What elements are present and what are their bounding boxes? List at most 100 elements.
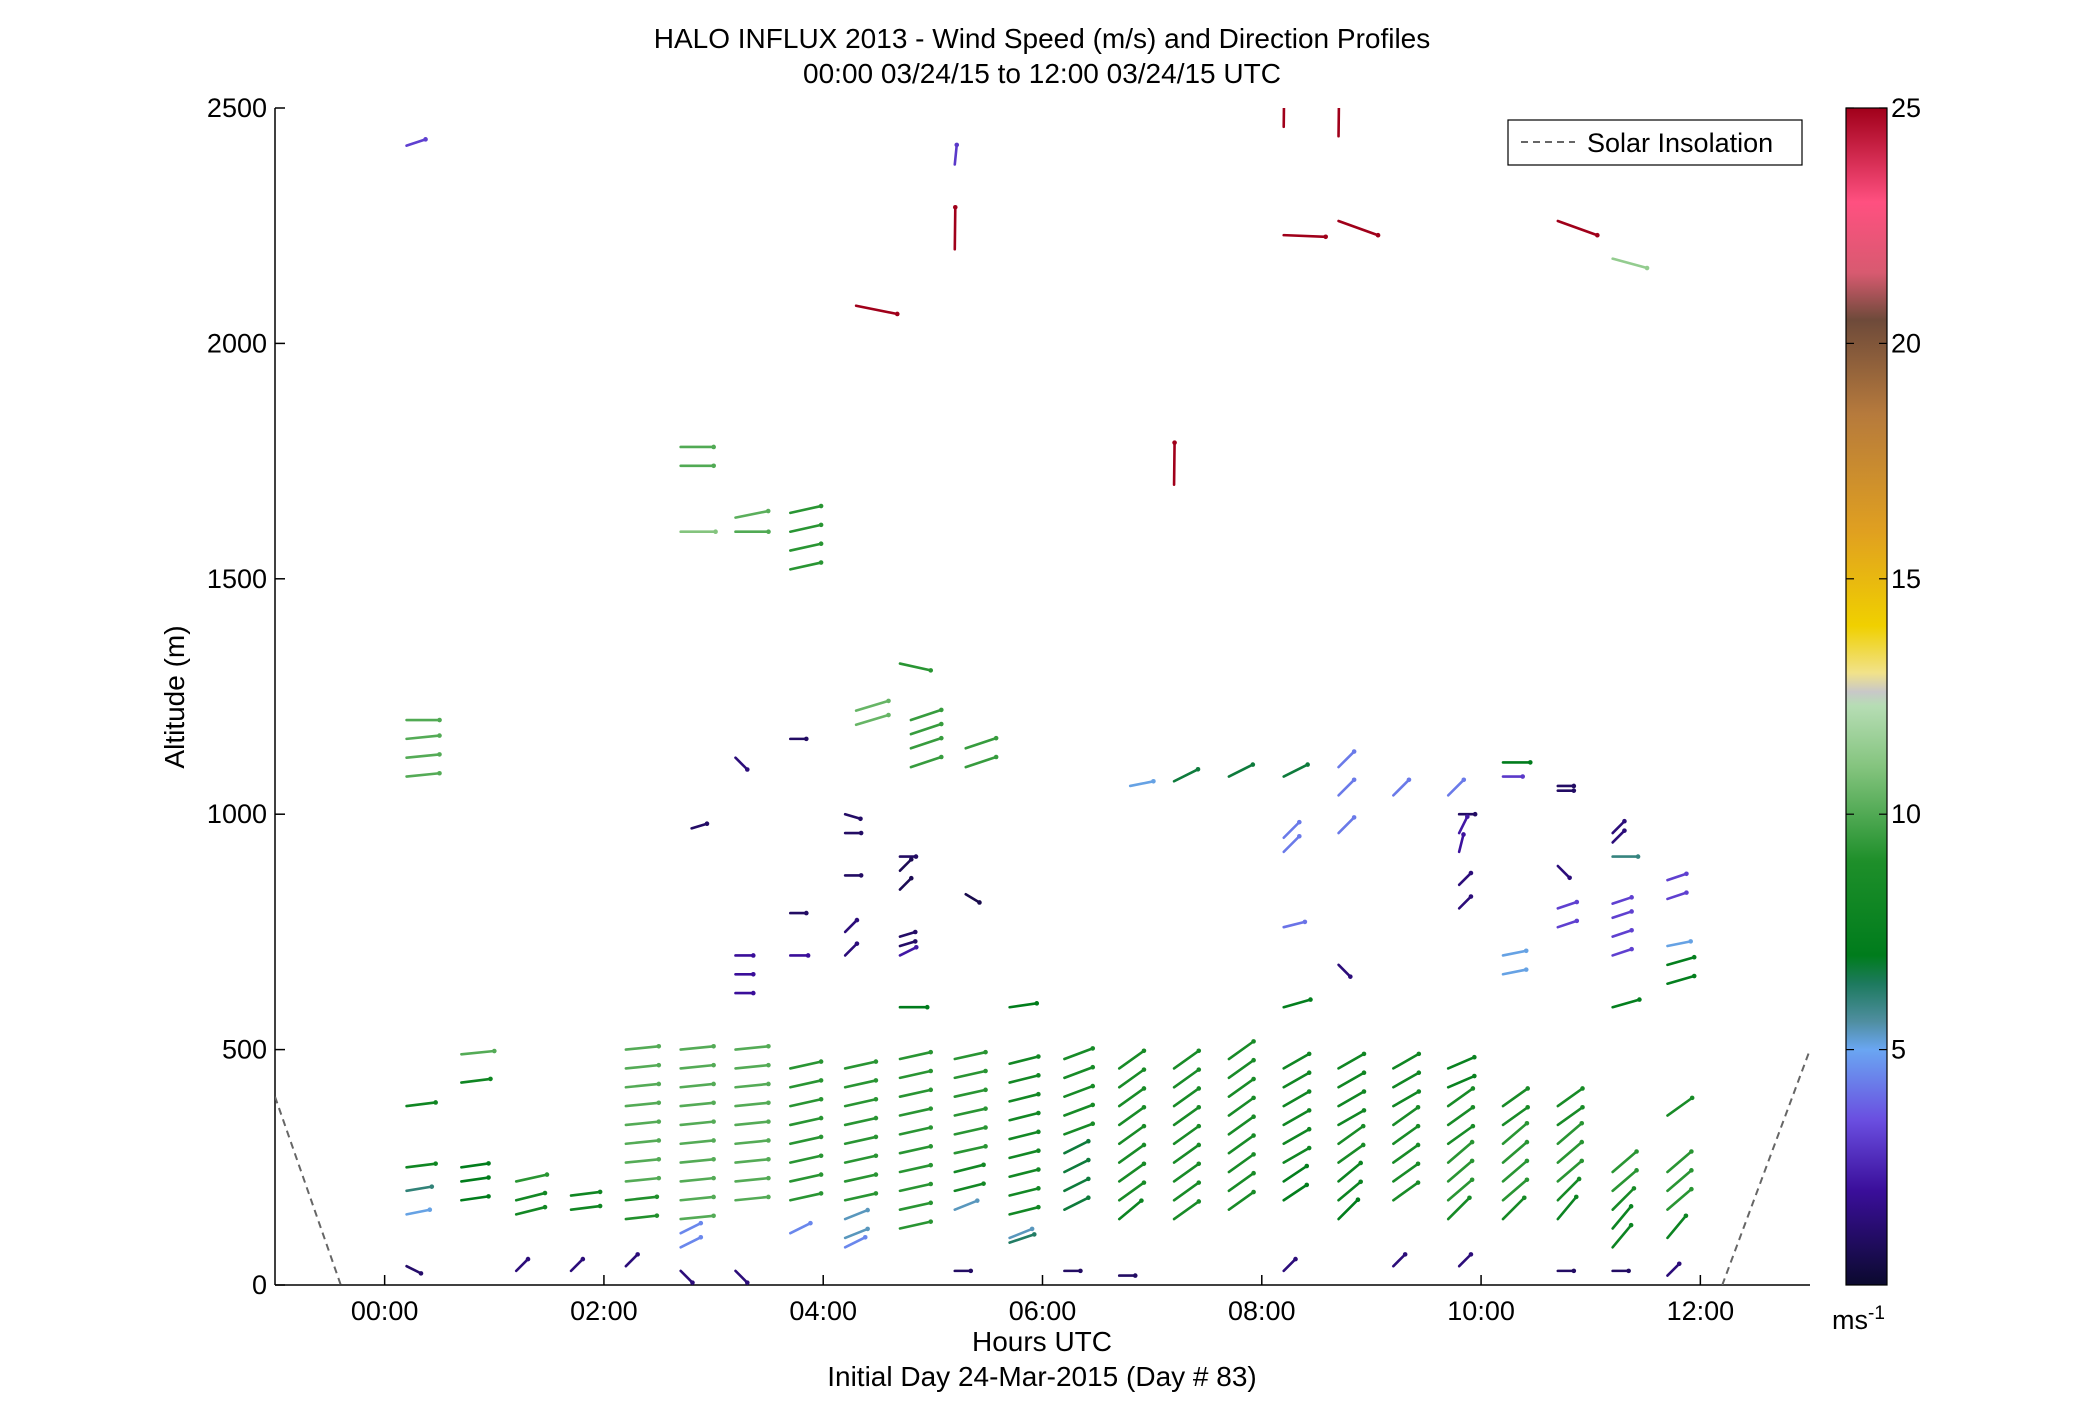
wind-vector <box>1227 1040 1255 1061</box>
wind-vector-head <box>1251 1076 1256 1082</box>
wind-vector <box>1063 1065 1095 1080</box>
wind-vector <box>1282 834 1301 854</box>
wind-vector <box>1556 1140 1584 1164</box>
wind-vector <box>898 1050 933 1061</box>
wind-vector <box>1666 1214 1688 1240</box>
wind-vector-head <box>1090 1064 1096 1070</box>
wind-vector <box>734 1157 770 1164</box>
wind-vector-head <box>954 142 960 148</box>
wind-vector-head <box>597 1189 603 1195</box>
wind-vector-head <box>1472 811 1478 817</box>
wind-vector-head <box>1195 766 1201 772</box>
wind-vector-head <box>766 1156 771 1162</box>
wind-vector <box>964 892 981 904</box>
wind-vector <box>1337 108 1341 138</box>
x-axis-label: Hours UTC <box>972 1326 1112 1357</box>
wind-vector-head <box>656 1044 662 1049</box>
wind-vector-head <box>711 1194 716 1200</box>
wind-vector <box>953 1182 985 1193</box>
wind-vector-head <box>1308 997 1313 1002</box>
wind-vector <box>569 1257 585 1273</box>
wind-vector-head <box>1579 1158 1585 1164</box>
wind-vector-head <box>1631 1186 1637 1191</box>
wind-vector-head <box>1036 1054 1041 1059</box>
wind-vector <box>854 713 890 727</box>
wind-vector-head <box>1375 232 1381 238</box>
wind-vector-head <box>1141 1180 1147 1185</box>
wind-vector <box>624 1120 661 1127</box>
wind-vector-head <box>858 830 864 836</box>
wind-vector <box>624 1063 661 1070</box>
wind-vector-head <box>1683 1213 1689 1219</box>
wind-vector <box>1556 900 1579 910</box>
wind-vector <box>405 138 427 147</box>
wind-vector-head <box>711 1138 716 1143</box>
wind-vector <box>514 1173 549 1183</box>
wind-vector-head <box>873 1134 879 1140</box>
x-tick-label: 04:00 <box>789 1296 857 1326</box>
wind-vector-head <box>1520 774 1525 779</box>
wind-vector-head <box>1416 1051 1422 1057</box>
wind-vector <box>898 1107 933 1117</box>
wind-vector <box>843 1060 878 1070</box>
wind-vector <box>734 1101 770 1108</box>
legend: Solar Insolation <box>1507 119 1803 166</box>
wind-vector <box>789 1135 823 1146</box>
wind-vector <box>1008 1149 1040 1160</box>
wind-vector <box>624 1045 661 1051</box>
wind-vector-head <box>1468 1252 1474 1257</box>
wind-vector <box>1282 998 1312 1009</box>
wind-vector-head <box>1469 1158 1475 1164</box>
wind-vector <box>679 1214 715 1221</box>
wind-vector <box>789 1192 823 1202</box>
wind-vector-head <box>1139 1198 1144 1203</box>
x-tick-label: 06:00 <box>1009 1296 1077 1326</box>
wind-vector-head <box>908 857 914 862</box>
wind-vector-head <box>704 821 710 827</box>
wind-vector-head <box>544 1172 550 1177</box>
wind-vector <box>1611 1169 1638 1193</box>
wind-vector-head <box>818 1096 824 1102</box>
wind-vector-head <box>1196 1123 1202 1129</box>
wind-vector <box>734 1120 770 1127</box>
wind-vector-head <box>1467 1195 1472 1201</box>
wind-vector <box>1063 1084 1095 1098</box>
wind-vector-head <box>1689 1186 1694 1192</box>
wind-vector <box>1611 1205 1633 1230</box>
wind-vector <box>1392 1181 1420 1202</box>
wind-vector-head <box>1034 1001 1040 1006</box>
wind-vector <box>569 1204 602 1211</box>
wind-vector <box>1501 1159 1529 1183</box>
wind-vector <box>843 1135 878 1146</box>
wind-vector <box>1446 1087 1475 1108</box>
wind-vector <box>898 1201 933 1211</box>
wind-vector <box>1117 1199 1143 1221</box>
wind-vector <box>734 1063 770 1070</box>
wind-vector <box>1556 1195 1578 1221</box>
wind-vector <box>1117 1087 1146 1108</box>
wind-vector <box>1063 1103 1095 1117</box>
wind-vector <box>898 940 917 948</box>
wind-vector-head <box>437 752 442 757</box>
wind-vector <box>843 918 859 934</box>
wind-vector <box>1666 1169 1693 1193</box>
wind-vector-head <box>1528 760 1533 765</box>
wind-vector <box>789 1097 823 1108</box>
wind-vector <box>953 143 959 166</box>
wind-vector <box>1457 833 1465 854</box>
wind-vector-head <box>1141 1086 1147 1091</box>
wind-vector-head <box>873 1078 879 1083</box>
wind-vector-head <box>913 854 919 859</box>
wind-vector-head <box>1461 777 1467 783</box>
wind-vector-head <box>492 1048 497 1054</box>
wind-vector-head <box>818 1172 824 1177</box>
wind-vector <box>1666 1150 1693 1174</box>
wind-vector <box>405 753 441 760</box>
wind-vector <box>898 1088 933 1098</box>
wind-vector-head <box>744 767 750 772</box>
wind-vector <box>405 1208 432 1216</box>
wind-vector-head <box>1676 1261 1682 1267</box>
wind-vector-head <box>1036 1204 1041 1210</box>
wind-vector-head <box>1571 788 1577 793</box>
wind-vector <box>854 699 890 712</box>
